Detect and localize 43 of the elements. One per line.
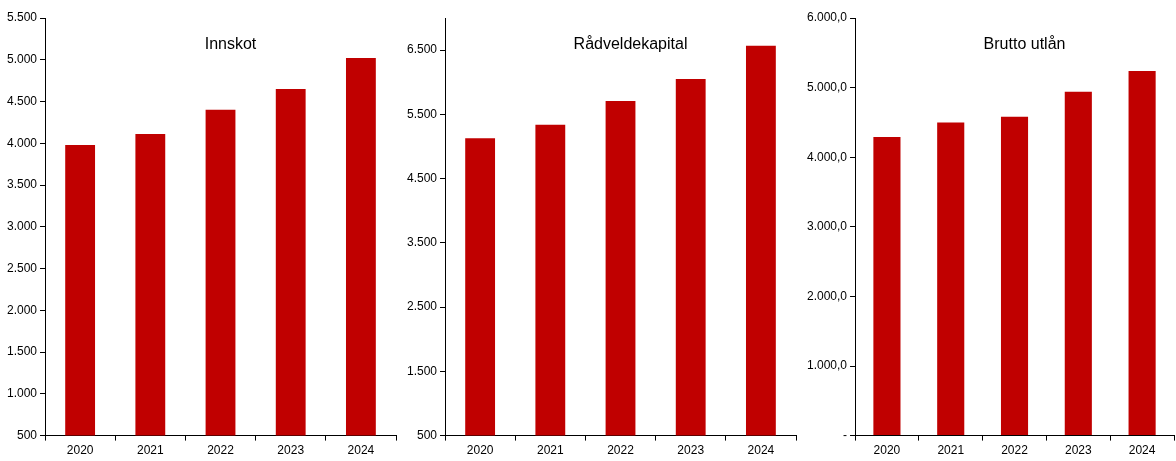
y-tick-label: 500	[417, 427, 438, 442]
y-tick-label: 5.000	[7, 52, 38, 67]
x-tick-label: 2023	[277, 443, 305, 458]
text: Innskot	[204, 35, 257, 53]
y-tick-label: 2.000,0	[806, 288, 848, 303]
y-tick-label: 4.500	[407, 170, 438, 185]
x-tick-label: 2020	[466, 443, 494, 458]
y-tick-label: 3.000,0	[806, 219, 848, 234]
y-tick-label: 3.500	[407, 235, 438, 250]
x-tick-label: 2024	[347, 443, 375, 458]
y-tick-label: 2.500	[7, 260, 38, 275]
y-tick-label: 6.000,0	[806, 10, 848, 25]
text: Rådveldekapital	[573, 35, 688, 53]
x-tick-label: 2024	[1128, 443, 1156, 458]
x-tick-label: 2023	[1064, 443, 1092, 458]
y-tick-label: -	[843, 427, 848, 442]
y-tick-label: 3.500	[7, 177, 38, 192]
y-tick-label: 1.000,0	[806, 358, 848, 373]
y-tick-label: 2.000	[7, 302, 38, 317]
x-tick-label: 2022	[1001, 443, 1029, 458]
x-tick-label: 2024	[747, 443, 775, 458]
y-tick-label: 500	[17, 427, 38, 442]
y-tick-label: 6.500	[407, 42, 438, 57]
x-tick-label: 2021	[937, 443, 965, 458]
y-tick-label: 5.500	[407, 106, 438, 121]
y-tick-label: 5.500	[7, 10, 38, 25]
y-tick-label: 2.500	[407, 299, 438, 314]
y-tick-label: 4.000	[7, 135, 38, 150]
x-tick-label: 2022	[207, 443, 235, 458]
y-tick-label: 1.000	[7, 386, 38, 401]
x-tick-label: 2022	[607, 443, 635, 458]
x-tick-label: 2020	[873, 443, 901, 458]
y-tick-label: 1.500	[7, 344, 38, 359]
y-tick-label: 1.500	[407, 363, 438, 378]
y-tick-label: 4.000,0	[806, 149, 848, 164]
y-tick-label: 4.500	[7, 93, 38, 108]
x-tick-label: 2020	[66, 443, 94, 458]
text: Brutto utlån	[983, 35, 1066, 53]
x-tick-label: 2021	[536, 443, 564, 458]
y-tick-label: 3.000	[7, 219, 38, 234]
x-tick-label: 2023	[677, 443, 705, 458]
y-tick-label: 5.000,0	[806, 79, 848, 94]
x-tick-label: 2021	[136, 443, 164, 458]
